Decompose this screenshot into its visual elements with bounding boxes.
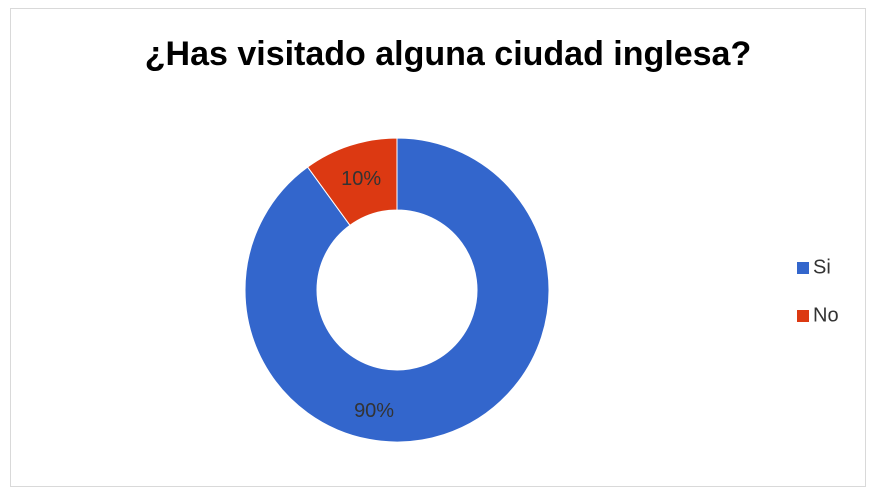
donut-slice bbox=[306, 137, 398, 226]
data-label: 90% bbox=[354, 400, 394, 422]
legend-label: No bbox=[813, 304, 839, 326]
legend-label: Si bbox=[813, 256, 831, 278]
data-label: 10% bbox=[341, 168, 381, 190]
chart-title: ¿Has visitado alguna ciudad inglesa? bbox=[145, 35, 751, 73]
legend-swatch bbox=[797, 262, 809, 274]
legend-swatch bbox=[797, 310, 809, 322]
donut-slice bbox=[244, 137, 550, 443]
